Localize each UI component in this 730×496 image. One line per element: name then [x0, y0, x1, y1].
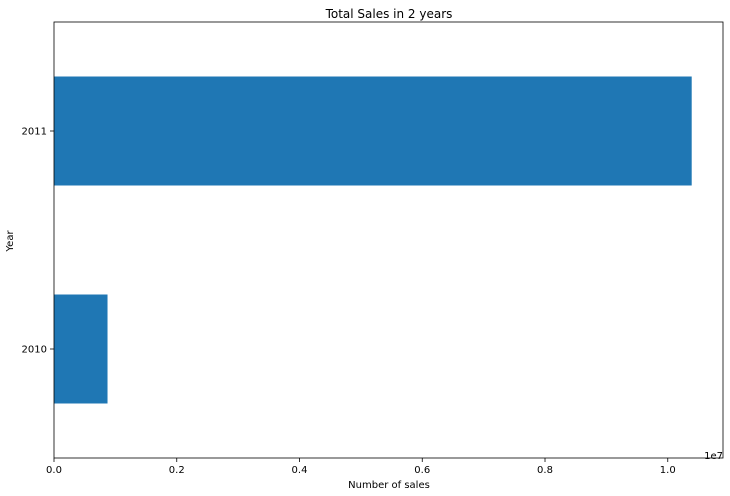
y-tick-label: 2010 [22, 345, 47, 356]
x-axis-label: Number of sales [348, 480, 430, 491]
x-tick-label: 1.0 [660, 465, 676, 476]
plot-frame [53, 21, 724, 459]
y-tick-label: 2011 [22, 127, 47, 138]
x-tick-label: 0.8 [537, 465, 553, 476]
chart-title: Total Sales in 2 years [325, 7, 453, 21]
x-tick-label: 0.4 [292, 465, 308, 476]
x-tick-label: 0.2 [169, 465, 185, 476]
plot-area: 0.0 0.2 0.4 0.6 0.8 1.0 2010 2011 [22, 21, 724, 476]
x-offset-label: 1e7 [704, 451, 723, 462]
bar-2010 [54, 294, 108, 404]
y-axis-label: Year [5, 230, 16, 253]
bar-2011 [54, 76, 692, 186]
x-tick-label: 0.6 [414, 465, 430, 476]
x-tick-label: 0.0 [46, 465, 62, 476]
